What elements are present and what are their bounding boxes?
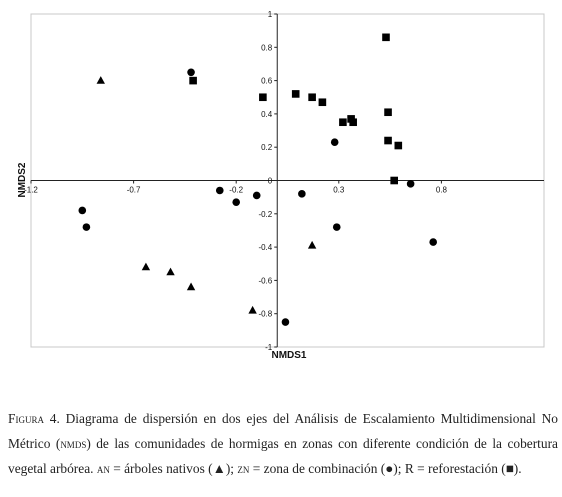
point-an-triangle xyxy=(166,267,175,276)
point-r-square xyxy=(318,98,327,107)
point-r-square xyxy=(349,118,357,127)
axes: -1.2 -0.7 -0.2 0.3 0.8 1 0.8 0.6 0.4 0.2 0 -0.2 -0.4… xyxy=(24,10,544,352)
figure-caption: Figura 4. Diagrama de dispersión en dos … xyxy=(8,406,558,481)
point-r-square xyxy=(339,118,347,127)
caption-text-3: = árboles nativos (▲); xyxy=(109,461,238,476)
y-tick-label: 0.4 xyxy=(261,110,273,119)
point-r-square xyxy=(259,93,267,102)
x-axis-label: NMDS1 xyxy=(271,350,306,361)
caption-text-2: ) de las comunidades de hormigas en zona… xyxy=(8,436,559,476)
caption-zn-abbrev: zn xyxy=(237,461,250,476)
x-tick-label: 0.3 xyxy=(333,186,345,195)
point-r-square xyxy=(189,76,197,85)
x-tick-label: -0.7 xyxy=(127,186,141,195)
point-an-triangle xyxy=(96,76,105,84)
point-an-triangle xyxy=(141,262,151,271)
y-tick-label: 0.6 xyxy=(261,77,273,86)
y-tick-label: -1 xyxy=(265,343,273,352)
y-tick-label: -0.4 xyxy=(258,243,272,252)
y-tick-label: -0.8 xyxy=(258,310,272,319)
point-zn-circle xyxy=(330,138,339,147)
point-zn-circle xyxy=(232,198,240,206)
point-r-square xyxy=(382,33,390,42)
x-tick-label: 0.8 xyxy=(436,186,448,195)
point-r-square xyxy=(291,90,300,98)
point-zn-circle xyxy=(298,190,306,198)
caption-an-abbrev: an xyxy=(96,461,110,476)
point-an-triangle xyxy=(307,240,317,249)
x-tick-label: -0.2 xyxy=(229,186,243,195)
y-tick-label: 0.2 xyxy=(261,143,273,152)
y-axis-label: NMDS2 xyxy=(17,162,28,197)
point-zn-circle xyxy=(215,186,224,195)
point-zn-circle xyxy=(187,68,195,77)
point-r-square xyxy=(384,136,392,145)
point-zn-circle xyxy=(281,318,290,326)
y-tick-label: 0.8 xyxy=(261,43,273,52)
caption-nmds-abbrev: nmds xyxy=(60,436,87,451)
y-tick-label: 1 xyxy=(268,10,273,19)
caption-text-1: Diagrama de dispersión en dos ejes del A… xyxy=(8,411,558,451)
point-r-square xyxy=(394,141,403,150)
y-tick-label: -0.6 xyxy=(258,276,272,285)
nmds-scatter-chart: -1.2 -0.7 -0.2 0.3 0.8 1 0.8 0.6 0.4 0.2 0 -0.2 -0.4… xyxy=(17,10,545,361)
point-r-square xyxy=(308,93,316,102)
point-zn-circle xyxy=(252,191,261,200)
point-r-square xyxy=(390,176,399,185)
point-zn-circle xyxy=(429,238,437,246)
y-tick-label: 0 xyxy=(268,177,273,186)
caption-text-4: = zona de combinación (●); R = reforesta… xyxy=(249,461,522,476)
figure-label: Figura 4. xyxy=(8,411,60,426)
point-an-triangle xyxy=(248,305,257,314)
y-tick-label: -0.2 xyxy=(258,210,272,219)
data-points xyxy=(78,33,437,326)
x-tick-label: -1.2 xyxy=(24,186,38,195)
point-zn-circle xyxy=(82,223,91,231)
point-zn-circle xyxy=(406,180,415,188)
point-r-square xyxy=(384,108,392,117)
point-zn-circle xyxy=(332,223,341,231)
point-zn-circle xyxy=(78,206,87,215)
point-an-triangle xyxy=(186,282,196,291)
